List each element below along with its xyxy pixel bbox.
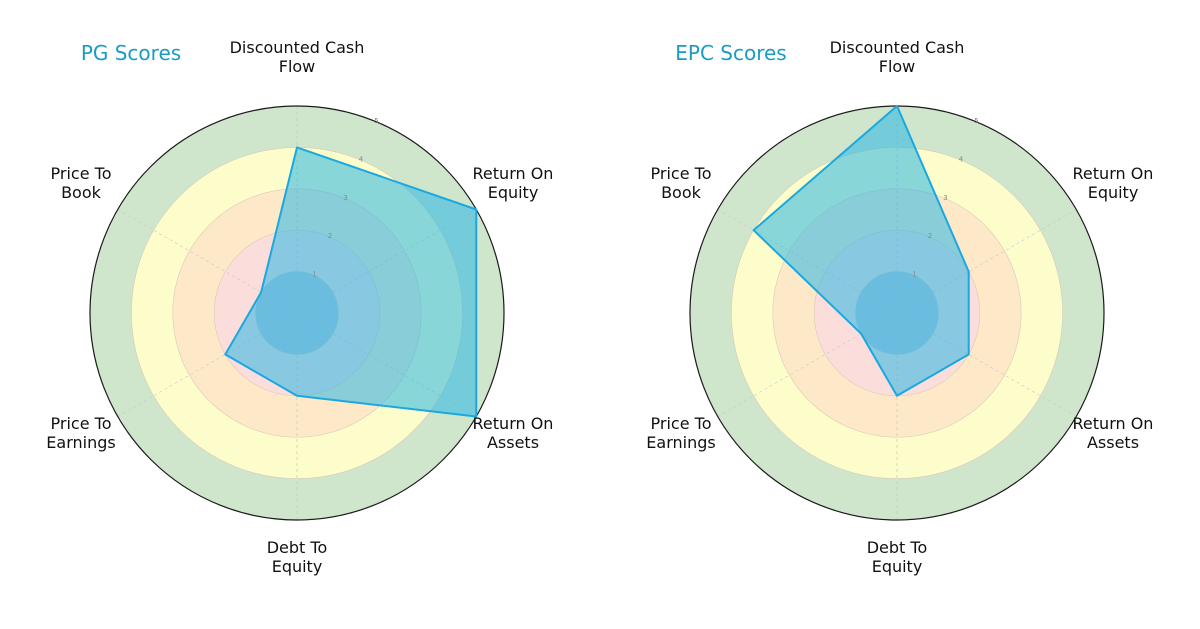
radial-tick-label: 3 <box>943 194 947 202</box>
radial-tick-label: 5 <box>374 117 378 125</box>
score-polygon <box>752 105 970 397</box>
chart-title: PG Scores <box>81 41 181 65</box>
axis-label: Debt To Equity <box>867 538 928 576</box>
axis-spoke <box>717 312 898 417</box>
radar-chart-epc: 1 2 3 4 5 Discounted Cash Flow Return On Equity R… <box>646 38 1153 576</box>
radial-tick-label: 4 <box>359 155 364 163</box>
radial-tick-label: 2 <box>928 232 932 240</box>
radial-tick-label: 3 <box>343 194 347 202</box>
axis-label: Price To Book <box>51 164 112 202</box>
axis-label: Price To Book <box>651 164 712 202</box>
radial-tick-label: 1 <box>312 271 316 279</box>
axis-label: Return On Assets <box>1073 414 1154 452</box>
axis-label: Debt To Equity <box>267 538 328 576</box>
outer-frame <box>89 105 505 521</box>
axis-spoke <box>117 209 298 314</box>
radial-tick-label: 1 <box>912 271 916 279</box>
score-polygon <box>224 146 478 418</box>
axis-label: Return On Equity <box>473 164 554 202</box>
axis-spoke <box>896 312 1077 417</box>
axis-label: Discounted Cash Flow <box>830 38 965 76</box>
radial-tick-label: 2 <box>328 232 332 240</box>
axis-spoke <box>117 312 298 417</box>
axis-label: Discounted Cash Flow <box>230 38 365 76</box>
axis-label: Price To Earnings <box>646 414 715 452</box>
axis-label: Return On Equity <box>1073 164 1154 202</box>
axis-label: Price To Earnings <box>46 414 115 452</box>
radial-tick-label: 5 <box>974 117 978 125</box>
axis-label: Return On Assets <box>473 414 554 452</box>
radar-chart-pg: 1 2 3 4 5 Discounted Cash Flow Return On Equity R… <box>46 38 553 576</box>
axis-spoke <box>896 209 1077 314</box>
chart-title: EPC Scores <box>675 41 786 65</box>
radial-tick-label: 4 <box>959 155 964 163</box>
